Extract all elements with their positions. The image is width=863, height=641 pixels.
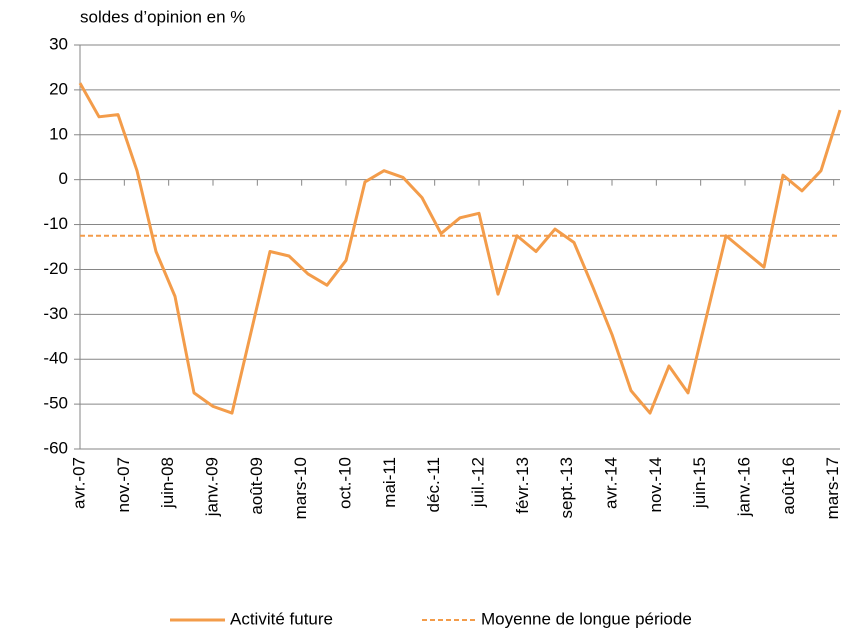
x-tick-label: avr.-07 [69,457,88,509]
x-tick-label: août-09 [247,457,266,515]
y-tick-label: -60 [43,438,68,457]
data-line [78,82,842,415]
x-tick-label: janv.-16 [734,457,753,517]
legend-label: Moyenne de longue période [481,609,692,628]
x-tick-label: nov.-07 [114,457,133,512]
x-tick-label: janv.-09 [202,457,221,517]
x-tick-label: juin-15 [690,457,709,509]
x-tick-label: juil.-12 [468,457,487,508]
y-tick-label: -10 [43,214,68,233]
x-tick-label: sept.-13 [557,457,576,518]
y-axis-label: soldes d’opinion en % [80,7,245,26]
y-tick-label: -40 [43,349,68,368]
y-tick-label: 30 [49,34,68,53]
x-tick-label: déc.-11 [424,457,443,512]
x-tick-label: févr.-13 [513,457,532,514]
x-tick-label: août-16 [779,457,798,515]
x-tick-label: juin-08 [158,457,177,509]
y-tick-label: -30 [43,304,68,323]
x-tick-label: mars-10 [291,457,310,519]
legend-label: Activité future [230,609,333,628]
y-tick-label: 20 [49,79,68,98]
y-tick-label: 0 [59,169,68,188]
x-tick-label: nov.-14 [646,457,665,512]
x-tick-label: avr.-14 [601,457,620,509]
x-tick-label: oct.-10 [335,457,354,509]
x-tick-label: mars-17 [823,457,842,519]
y-tick-label: -20 [43,259,68,278]
x-tick-label: mai-11 [380,457,399,508]
y-tick-label: -50 [43,394,68,413]
y-tick-label: 10 [49,124,68,143]
